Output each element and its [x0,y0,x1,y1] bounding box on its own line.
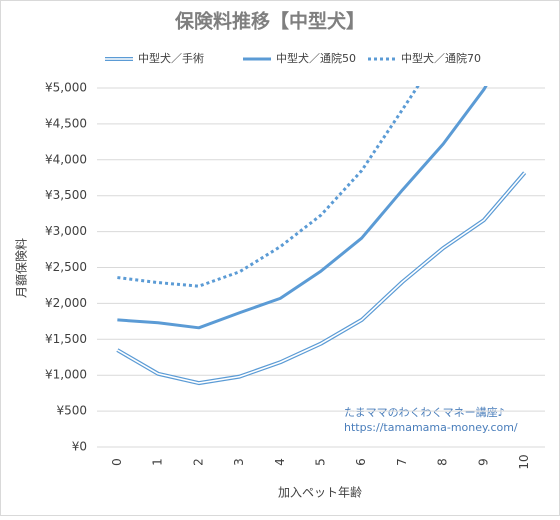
y-tick-label: ¥4,000 [45,152,87,166]
y-tick-label: ¥0 [72,440,87,454]
x-tick-label: 7 [395,458,409,466]
x-tick-label: 1 [151,458,165,466]
x-tick-label: 9 [476,458,490,466]
series-line [117,86,488,330]
y-axis-label: 月額保険料 [15,238,29,298]
plot [116,86,527,386]
y-tick-label: ¥3,500 [45,188,87,202]
chart-title: 保険料推移【中型犬】 [174,10,365,33]
x-tick-label: 6 [354,458,368,466]
watermark: https://tamamama-money.com/ [344,421,518,434]
legend-label: 中型犬／通院70 [401,51,481,65]
y-tick-label: ¥2,500 [45,260,87,274]
y-tick-label: ¥5,000 [45,81,87,95]
x-tick-label: 0 [110,458,124,466]
y-tick-label: ¥1,500 [45,332,87,346]
x-tick-label: 5 [314,458,328,466]
x-tick-label: 3 [232,458,246,466]
legend-label: 中型犬／通院50 [276,51,356,65]
x-axis-label: 加入ペット年齢 [278,485,362,500]
y-tick-label: ¥2,000 [45,296,87,310]
legend-label: 中型犬／手術 [138,51,204,65]
x-tick-label: 2 [191,458,205,466]
y-tick-label: ¥1,000 [45,368,87,382]
y-tick-label: ¥4,500 [45,116,87,130]
x-tick-label: 4 [273,458,287,466]
x-tick-label: 10 [517,454,531,469]
watermark: たまママのわくわくマネー講座♪ [344,405,505,419]
x-tick-label: 8 [436,458,450,466]
series-line-inner [116,172,526,384]
series-line [117,86,420,288]
y-tick-label: ¥3,000 [45,224,87,238]
y-tick-label: ¥500 [56,404,87,418]
